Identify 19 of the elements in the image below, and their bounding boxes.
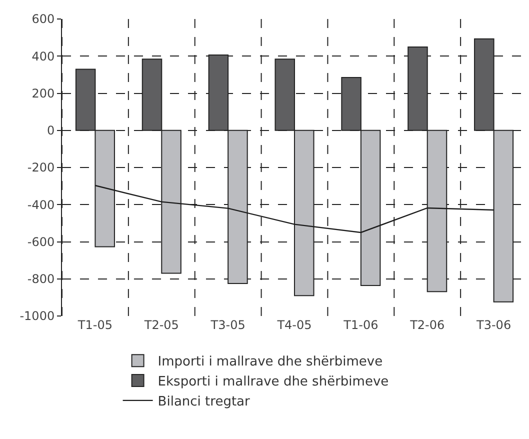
y-tick-label: 200 bbox=[32, 86, 55, 100]
y-tick-label: 0 bbox=[46, 124, 55, 138]
legend-label: Bilanci tregtar bbox=[158, 394, 251, 410]
x-tick-label: T3-05 bbox=[210, 318, 246, 332]
legend-label: Eksporti i mallrave dhe shërbimeve bbox=[158, 374, 389, 390]
y-tick-label: -400 bbox=[27, 198, 55, 212]
x-tick-label: T2-05 bbox=[143, 318, 179, 332]
y-tick-label: 600 bbox=[32, 12, 55, 26]
legend-label: Importi i mallrave dhe shërbimeve bbox=[158, 354, 383, 370]
y-tick-label: -800 bbox=[27, 272, 55, 286]
x-tick-label: T4-05 bbox=[276, 318, 312, 332]
y-tick-label: -600 bbox=[27, 234, 55, 249]
y-tick-label: -200 bbox=[27, 160, 55, 175]
y-tick-label: -1000 bbox=[20, 309, 55, 324]
x-tick-label: T3-06 bbox=[476, 318, 512, 332]
x-tick-label: T1-05 bbox=[76, 318, 112, 332]
x-tick-label: T2-06 bbox=[409, 318, 445, 332]
x-tick-label: T1-06 bbox=[342, 318, 378, 332]
y-tick-label: 400 bbox=[32, 49, 55, 64]
